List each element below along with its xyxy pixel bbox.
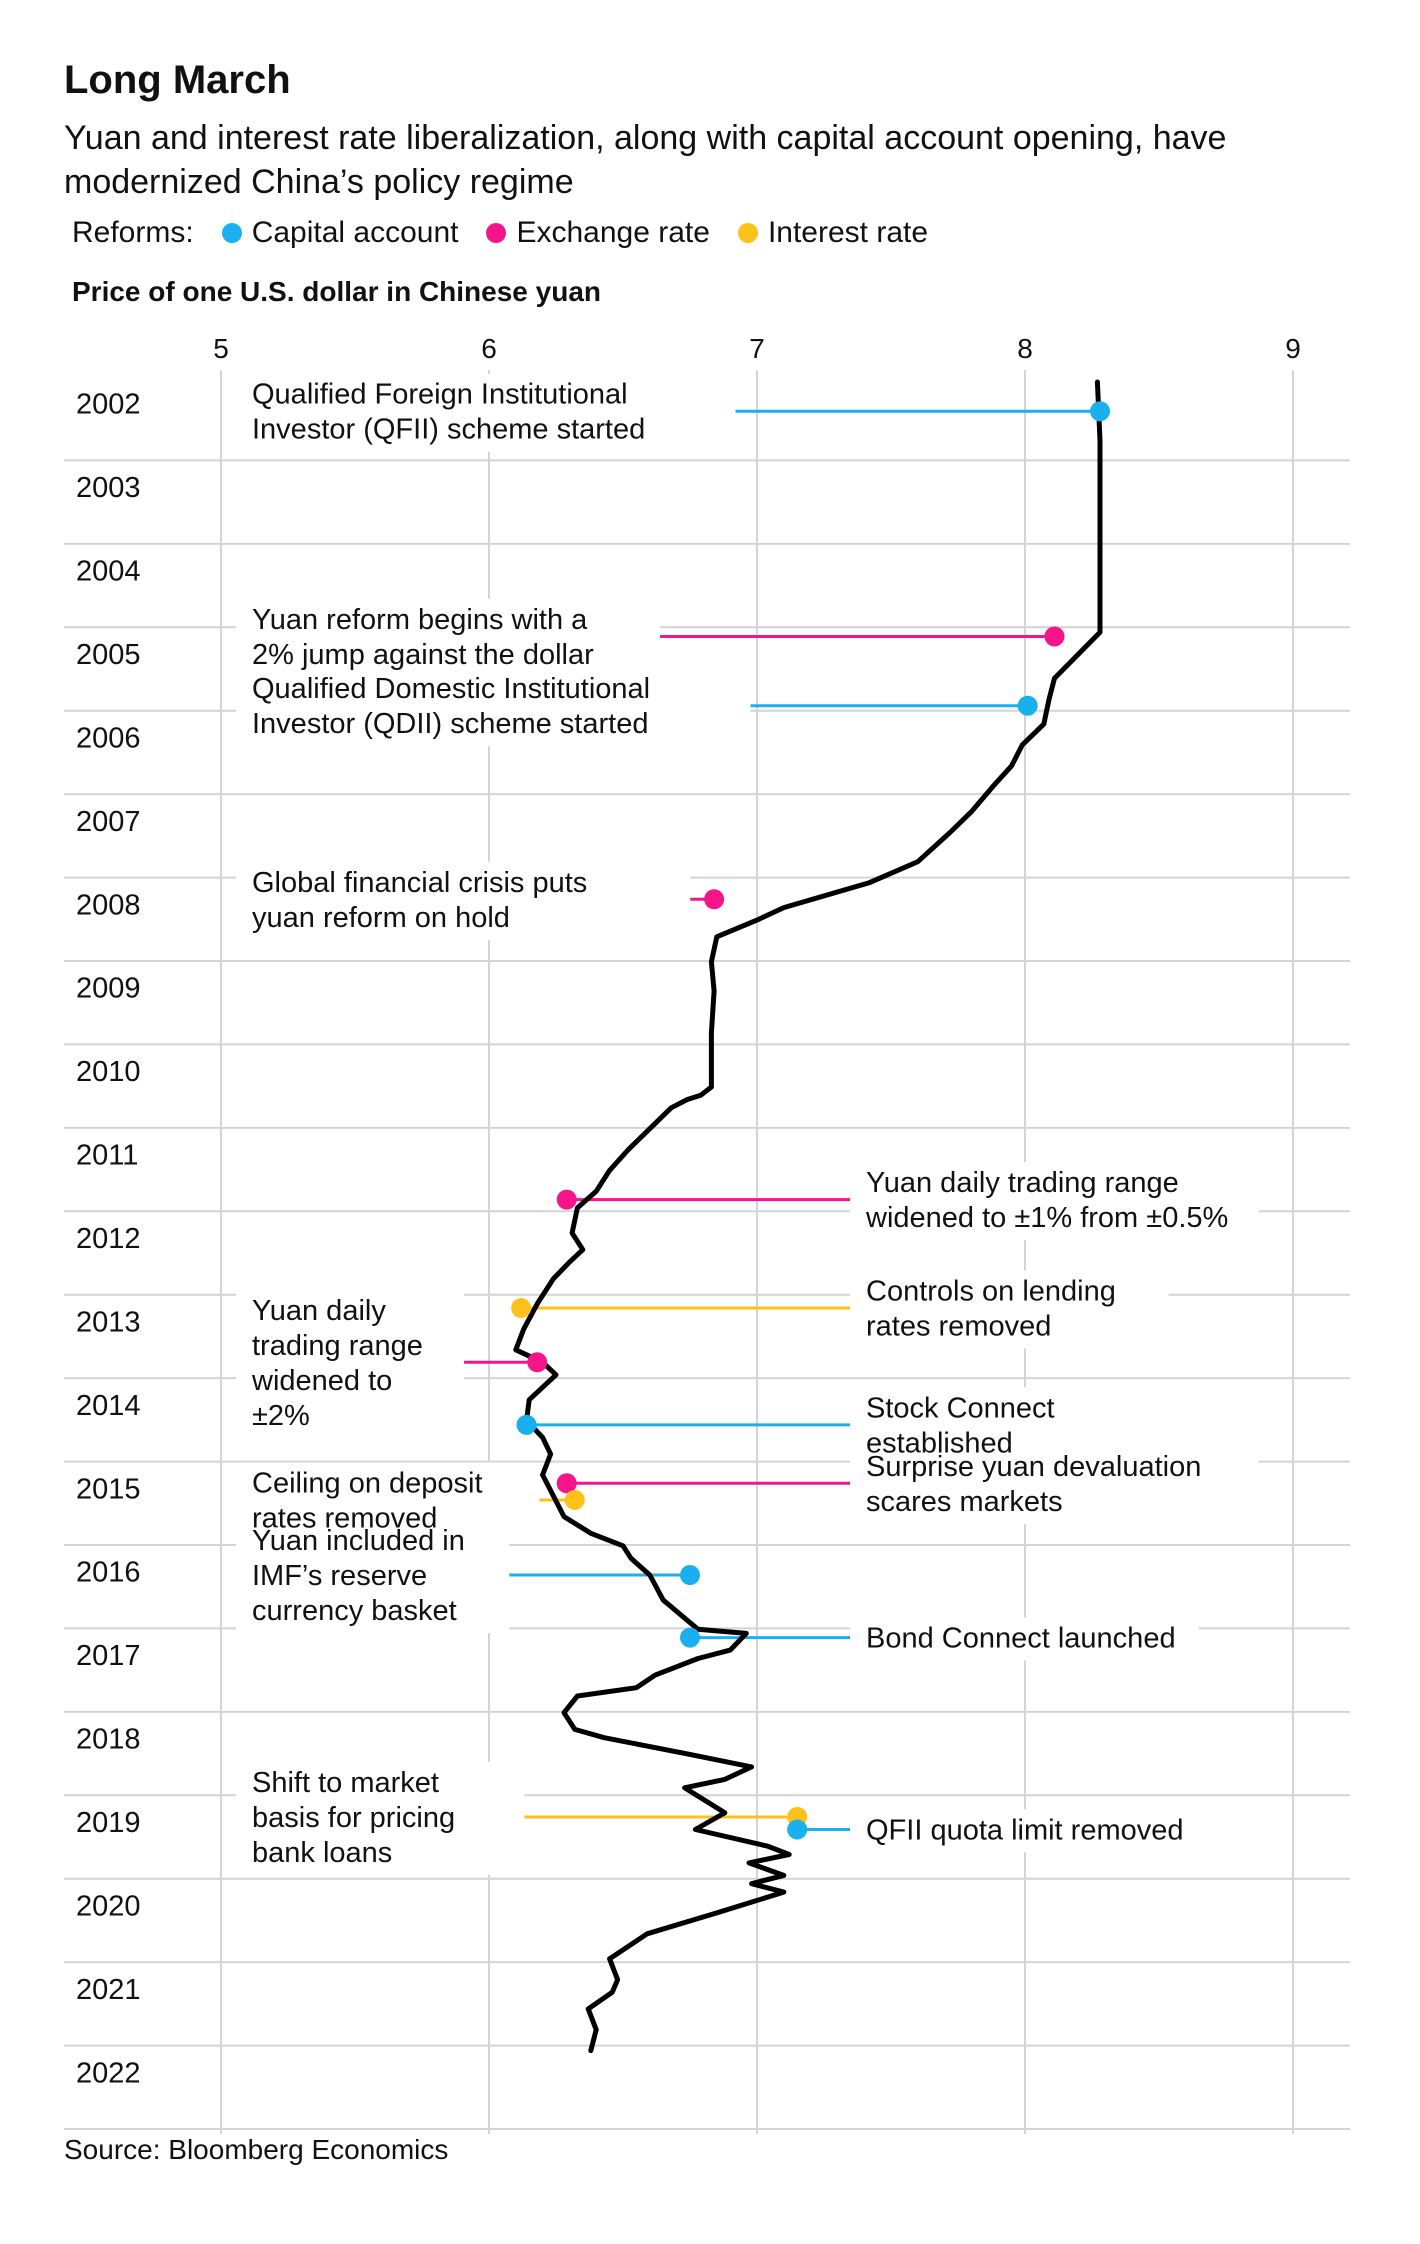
- y-tick-label-2021: 2021: [76, 1974, 141, 2006]
- x-tick-label-5: 5: [213, 333, 229, 364]
- event-label-6-line-0: Yuan daily: [252, 1295, 386, 1327]
- event-label-bg-11: [850, 1617, 1199, 1661]
- x-tick-label-8: 8: [1017, 333, 1033, 364]
- legend-dot-interest-rate: [737, 223, 758, 243]
- event-dot-5: [511, 1298, 532, 1319]
- event-label-0-line-1: Investor (QFII) scheme started: [252, 414, 645, 446]
- event-label-9-line-0: Ceiling on deposit: [252, 1467, 483, 1499]
- event-dot-13: [787, 1819, 808, 1840]
- y-tick-label-2014: 2014: [76, 1390, 141, 1422]
- event-label-8-line-0: Surprise yuan devaluation: [866, 1451, 1201, 1483]
- y-tick-label-2003: 2003: [76, 472, 141, 504]
- event-label-5-line-1: rates removed: [866, 1311, 1051, 1343]
- source-note: Source: Bloomberg Economics: [64, 2134, 449, 2165]
- y-tick-label-2019: 2019: [76, 1807, 141, 1839]
- event-label-bg-8: [850, 1445, 1259, 1524]
- event-label-6-line-3: ±2%: [252, 1400, 310, 1432]
- event-label-bg-12: [236, 1761, 525, 1875]
- y-tick-label-2002: 2002: [76, 389, 141, 421]
- legend-text-capital-account: Capital account: [251, 216, 459, 249]
- event-dot-0: [1090, 401, 1111, 422]
- event-label-4-line-1: widened to ±1% from ±0.5%: [865, 1202, 1228, 1234]
- event-label-12-line-0: Shift to market: [252, 1767, 439, 1799]
- event-dot-10: [680, 1565, 700, 1586]
- event-label-bg-10: [236, 1520, 510, 1634]
- chart-subtitle: Yuan and interest rate liberalization, a…: [64, 119, 1227, 201]
- event-dot-3: [704, 889, 725, 910]
- x-tick-label-9: 9: [1285, 333, 1301, 364]
- event-label-bg-5: [850, 1270, 1169, 1349]
- y-tick-label-2018: 2018: [76, 1724, 141, 1756]
- event-label-5-line-0: Controls on lending: [866, 1276, 1116, 1308]
- y-tick-label-2011: 2011: [76, 1140, 138, 1172]
- legend-dot-capital-account: [221, 223, 242, 243]
- event-label-8-line-1: scares markets: [866, 1486, 1063, 1518]
- event-label-13-line-0: QFII quota limit removed: [866, 1814, 1184, 1846]
- event-label-2-line-0: Qualified Domestic Institutional: [252, 673, 650, 705]
- event-label-0-line-0: Qualified Foreign Institutional: [252, 379, 628, 411]
- legend-text-interest-rate: Interest rate: [767, 216, 929, 249]
- event-label-7-line-1: established: [866, 1427, 1013, 1459]
- event-label-1-line-1: 2% jump against the dollar: [252, 639, 594, 671]
- y-tick-label-2008: 2008: [76, 889, 141, 921]
- event-label-10-line-0: Yuan included in: [252, 1525, 465, 1557]
- event-label-7-line-0: Stock Connect: [866, 1392, 1055, 1424]
- y-tick-label-2009: 2009: [76, 973, 141, 1005]
- y-tick-label-2006: 2006: [76, 722, 141, 754]
- event-dot-7: [516, 1414, 537, 1435]
- y-tick-label-2020: 2020: [76, 1890, 141, 1922]
- event-label-10-line-1: IMF’s reserve: [252, 1560, 427, 1592]
- event-label-bg-6: [236, 1289, 465, 1438]
- axis-title: Price of one U.S. dollar in Chinese yuan: [72, 276, 602, 307]
- event-label-12-line-2: bank loans: [252, 1837, 392, 1869]
- event-label-1-line-0: Yuan reform begins with a: [252, 604, 588, 636]
- event-dot-11: [680, 1627, 700, 1648]
- legend-label: Reforms:: [72, 216, 194, 249]
- event-dot-2: [1017, 695, 1038, 716]
- y-tick-label-2010: 2010: [76, 1056, 141, 1088]
- event-label-bg-1: [236, 598, 661, 677]
- legend-text-exchange-rate: Exchange rate: [516, 216, 710, 249]
- event-label-3-line-1: yuan reform on hold: [252, 902, 510, 934]
- x-tick-label-7: 7: [749, 333, 765, 364]
- event-label-6-line-2: widened to: [251, 1365, 392, 1397]
- legend-dot-exchange-rate: [486, 223, 507, 243]
- legend: Reforms: Capital account Exchange rate I…: [72, 216, 928, 250]
- chart-title: Long March: [64, 58, 291, 102]
- event-dot-4: [556, 1189, 577, 1210]
- event-label-3-line-0: Global financial crisis puts: [252, 867, 587, 899]
- y-tick-label-2015: 2015: [76, 1473, 141, 1505]
- event-dot-1: [1044, 626, 1065, 647]
- event-dot-6: [527, 1352, 548, 1373]
- y-tick-label-2005: 2005: [76, 639, 141, 671]
- event-label-bg-2: [236, 668, 751, 747]
- event-label-bg-0: [236, 373, 736, 452]
- event-label-bg-13: [850, 1809, 1244, 1853]
- legend-item-exchange-rate: Exchange rate: [486, 216, 710, 250]
- event-label-bg-3: [236, 861, 691, 940]
- event-label-12-line-1: basis for pricing: [252, 1802, 455, 1834]
- y-tick-label-2022: 2022: [76, 2057, 141, 2089]
- y-tick-label-2012: 2012: [76, 1223, 141, 1255]
- event-label-bg-4: [850, 1162, 1259, 1241]
- event-dot-8: [556, 1473, 577, 1494]
- event-label-6-line-1: trading range: [252, 1330, 423, 1362]
- y-tick-label-2007: 2007: [76, 806, 141, 838]
- event-label-10-line-2: currency basket: [252, 1595, 457, 1627]
- event-label-4-line-0: Yuan daily trading range: [866, 1167, 1179, 1199]
- x-tick-label-6: 6: [481, 333, 497, 364]
- y-tick-label-2017: 2017: [76, 1640, 141, 1672]
- y-tick-label-2016: 2016: [76, 1557, 141, 1589]
- y-tick-label-2013: 2013: [76, 1306, 141, 1338]
- event-label-2-line-1: Investor (QDII) scheme started: [252, 708, 648, 740]
- legend-item-capital-account: Capital account: [221, 216, 459, 250]
- event-label-9-line-1: rates removed: [252, 1502, 437, 1534]
- event-label-11-line-0: Bond Connect launched: [866, 1623, 1176, 1655]
- event-dot-9: [564, 1489, 585, 1510]
- y-tick-label-2004: 2004: [76, 556, 141, 588]
- legend-item-interest-rate: Interest rate: [737, 216, 929, 250]
